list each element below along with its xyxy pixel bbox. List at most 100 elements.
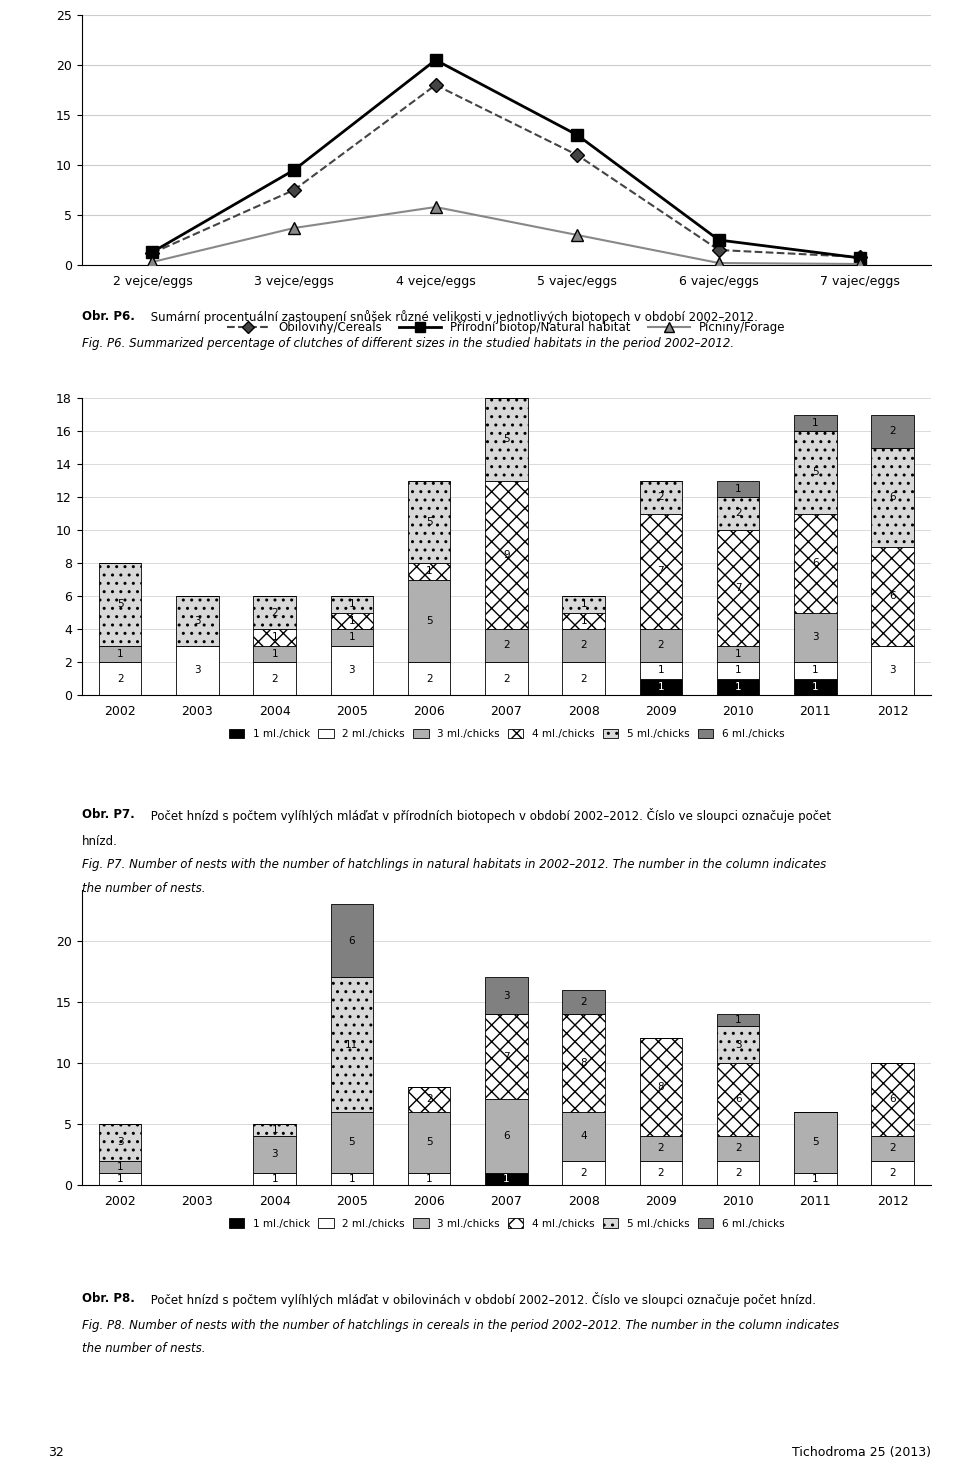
Text: 2: 2: [581, 1168, 587, 1177]
Text: 6: 6: [889, 591, 896, 601]
Bar: [639, 480, 683, 514]
Text: 2: 2: [426, 674, 432, 684]
Bar: [408, 662, 450, 696]
Text: 1: 1: [581, 600, 587, 609]
Bar: [794, 1173, 836, 1185]
Text: 2: 2: [117, 674, 124, 684]
Pícniny/Forage: [147, 253, 158, 270]
Bar: [639, 678, 683, 696]
Text: 2: 2: [426, 1094, 432, 1105]
Text: 2: 2: [272, 607, 278, 617]
Text: 5: 5: [426, 517, 432, 527]
Bar: [794, 415, 836, 431]
Text: 1: 1: [348, 632, 355, 642]
Text: 3: 3: [734, 1040, 741, 1050]
Legend: Obiloviny/Cereals, Přírodní biotop/Natural habitat, Pícniny/Forage: Obiloviny/Cereals, Přírodní biotop/Natur…: [223, 316, 790, 340]
Bar: [563, 629, 605, 662]
Legend: 1 ml./chick, 2 ml./chicks, 3 ml./chicks, 4 ml./chicks, 5 ml./chicks, 6 ml./chick: 1 ml./chick, 2 ml./chicks, 3 ml./chicks,…: [225, 1214, 788, 1233]
Bar: [253, 662, 296, 696]
Text: 1: 1: [734, 665, 741, 675]
Bar: [563, 1161, 605, 1185]
Obiloviny/Cereals: [571, 146, 583, 164]
Bar: [408, 1173, 450, 1185]
Text: 2: 2: [658, 492, 664, 502]
Bar: [253, 1136, 296, 1173]
Text: 1: 1: [503, 1174, 510, 1185]
Text: 2: 2: [889, 1143, 896, 1154]
Bar: [330, 597, 373, 613]
Bar: [563, 1112, 605, 1161]
Bar: [717, 645, 759, 662]
Text: 1: 1: [812, 418, 819, 428]
Bar: [99, 1161, 141, 1173]
Text: 1: 1: [272, 1125, 278, 1134]
Text: 2: 2: [503, 674, 510, 684]
Legend: 1 ml./chick, 2 ml./chicks, 3 ml./chicks, 4 ml./chicks, 5 ml./chicks, 6 ml./chick: 1 ml./chick, 2 ml./chicks, 3 ml./chicks,…: [225, 725, 788, 743]
Text: 7: 7: [734, 583, 741, 592]
Bar: [177, 597, 219, 645]
Přírodní biotop/Natural habitat: [147, 244, 158, 261]
Bar: [330, 1112, 373, 1173]
Text: 3: 3: [194, 665, 201, 675]
Text: 3: 3: [117, 1137, 124, 1148]
Text: 2: 2: [272, 674, 278, 684]
Text: 2: 2: [658, 1143, 664, 1154]
Text: 1: 1: [117, 1162, 124, 1171]
Text: 1: 1: [734, 1015, 741, 1025]
Obiloviny/Cereals: [713, 241, 725, 258]
Přírodní biotop/Natural habitat: [713, 230, 725, 248]
Bar: [330, 645, 373, 696]
Bar: [408, 579, 450, 662]
Text: 1: 1: [348, 1174, 355, 1185]
Bar: [253, 1173, 296, 1185]
Text: 32: 32: [48, 1446, 63, 1459]
Text: 1: 1: [812, 1174, 819, 1185]
Bar: [794, 662, 836, 678]
Text: Počet hnízd s počtem vylíhlých mláďat v přírodních biotopech v období 2002–2012.: Počet hnízd s počtem vylíhlých mláďat v …: [147, 808, 831, 823]
Bar: [485, 480, 528, 629]
Text: Počet hnízd s počtem vylíhlých mláďat v obilovinách v období 2002–2012. Číslo ve: Počet hnízd s počtem vylíhlých mláďat v …: [147, 1292, 816, 1307]
Text: 1: 1: [426, 1174, 432, 1185]
Text: 3: 3: [348, 665, 355, 675]
Text: 5: 5: [812, 1137, 819, 1148]
Text: 3: 3: [812, 632, 819, 642]
Text: 1: 1: [658, 682, 664, 691]
Bar: [177, 645, 219, 696]
Bar: [872, 448, 914, 546]
Bar: [717, 480, 759, 496]
Text: 1: 1: [581, 616, 587, 626]
Pícniny/Forage: [713, 254, 725, 272]
Text: 1: 1: [272, 632, 278, 642]
Bar: [485, 397, 528, 480]
Text: 8: 8: [581, 1058, 587, 1068]
Bar: [330, 978, 373, 1112]
Obiloviny/Cereals: [430, 77, 442, 95]
Text: 2: 2: [734, 1168, 741, 1177]
Bar: [408, 563, 450, 579]
Bar: [485, 1173, 528, 1185]
Bar: [485, 1015, 528, 1099]
Bar: [99, 1173, 141, 1185]
Přírodní biotop/Natural habitat: [288, 161, 300, 179]
Text: 5: 5: [426, 616, 432, 626]
Text: 7: 7: [658, 566, 664, 576]
Text: the number of nests.: the number of nests.: [82, 882, 205, 895]
Text: 1: 1: [272, 648, 278, 659]
Text: Obr. P7.: Obr. P7.: [82, 808, 134, 821]
Text: 5: 5: [426, 1137, 432, 1148]
Bar: [639, 662, 683, 678]
Bar: [485, 1099, 528, 1173]
Pícniny/Forage: [571, 226, 583, 244]
Bar: [485, 629, 528, 662]
Bar: [717, 1161, 759, 1185]
Bar: [872, 1063, 914, 1136]
Line: Pícniny/Forage: Pícniny/Forage: [147, 201, 866, 270]
Bar: [639, 514, 683, 629]
Text: Tichodroma 25 (2013): Tichodroma 25 (2013): [792, 1446, 931, 1459]
Bar: [872, 645, 914, 696]
Pícniny/Forage: [288, 219, 300, 236]
Bar: [408, 480, 450, 563]
Text: 5: 5: [348, 1137, 355, 1148]
Bar: [485, 978, 528, 1015]
Text: 8: 8: [658, 1083, 664, 1093]
